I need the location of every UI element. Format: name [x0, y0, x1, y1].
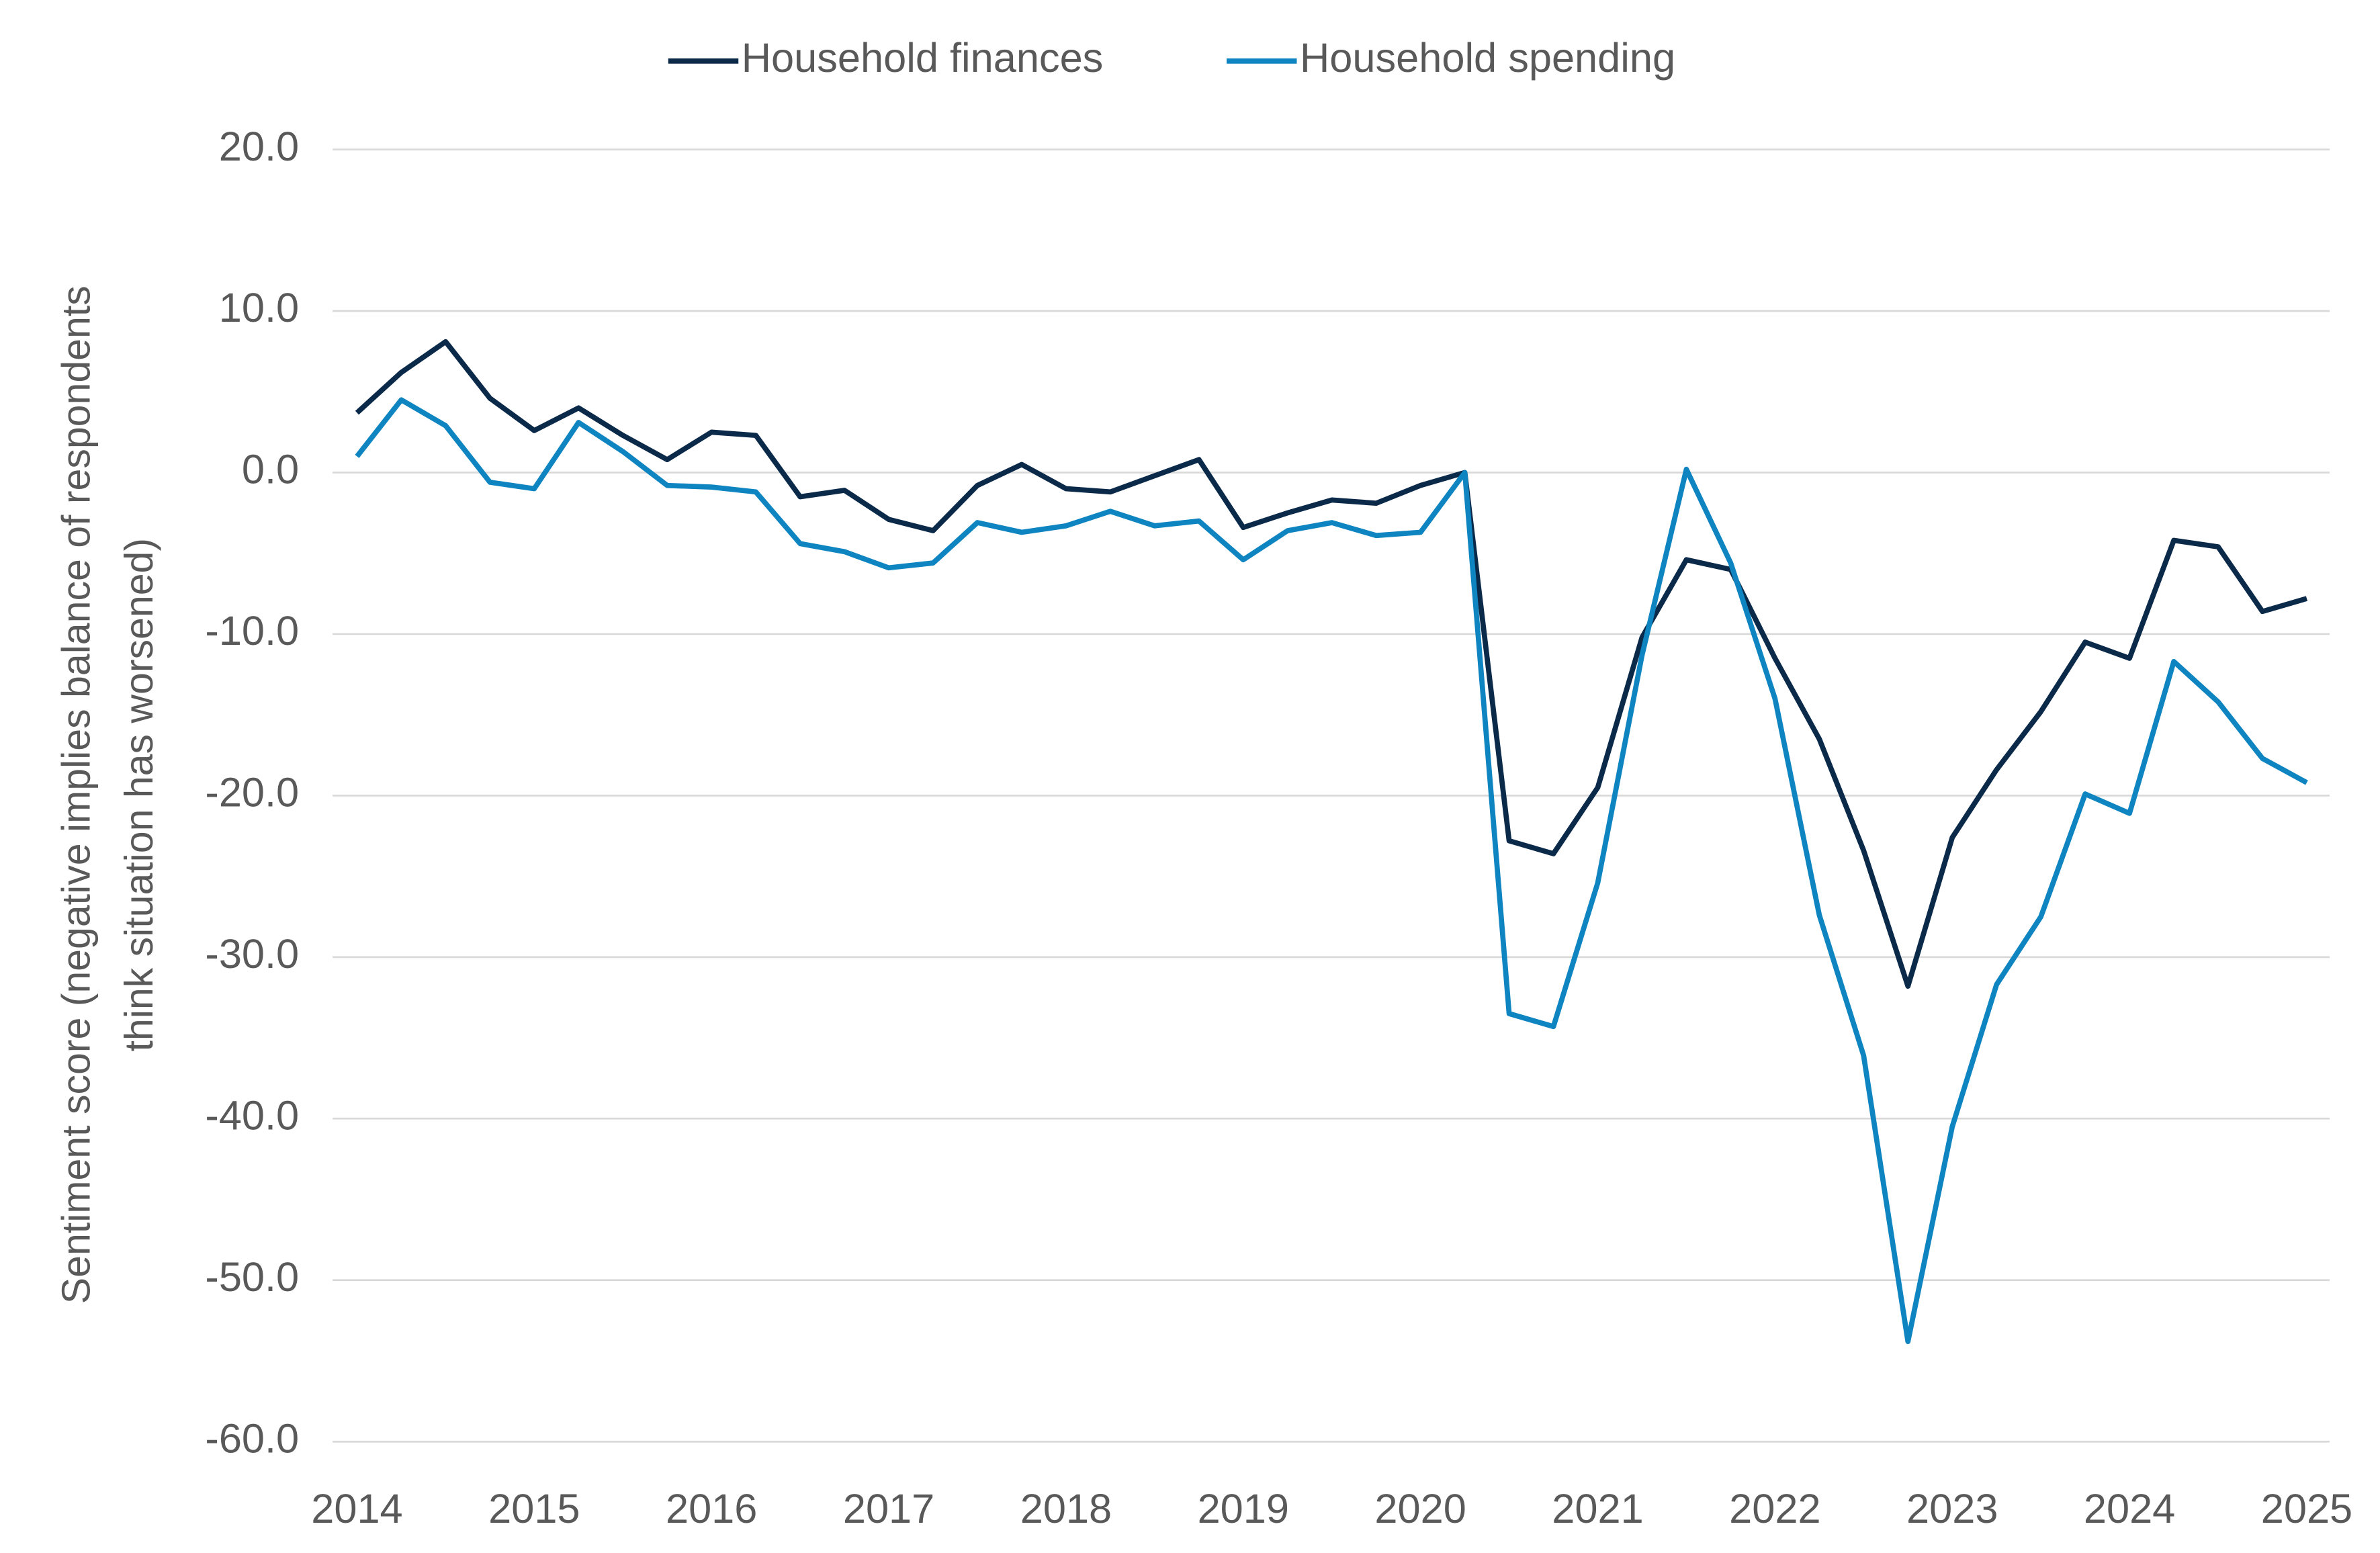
x-tick-label: 2025 — [2261, 1485, 2352, 1532]
x-tick-label: 2024 — [2084, 1485, 2175, 1532]
series-line — [355, 339, 2308, 989]
x-tick-label: 2019 — [1198, 1485, 1289, 1532]
x-tick-label: 2018 — [1020, 1485, 1112, 1532]
y-tick-label: 20.0 — [219, 123, 299, 169]
y-tick-label: -20.0 — [205, 769, 299, 815]
x-tick-label: 2021 — [1552, 1485, 1643, 1532]
y-tick-label: -60.0 — [205, 1415, 299, 1461]
x-tick-label: 2014 — [311, 1485, 402, 1532]
y-axis-label-line: Sentiment score (negative implies balanc… — [54, 285, 99, 1304]
y-tick-label: -40.0 — [205, 1092, 299, 1139]
y-tick-label: 0.0 — [242, 446, 299, 492]
y-tick-label: 10.0 — [219, 284, 299, 330]
legend-label: Household finances — [742, 34, 1104, 81]
y-axis-label: Sentiment score (negative implies balanc… — [54, 285, 161, 1304]
y-tick-label: -10.0 — [205, 607, 299, 654]
x-tick-label: 2015 — [488, 1485, 580, 1532]
y-axis-label-line: think situation has worsened) — [117, 538, 161, 1052]
series-line — [355, 397, 2308, 1344]
x-tick-label: 2020 — [1374, 1485, 1466, 1532]
legend-label: Household spending — [1300, 34, 1675, 81]
x-tick-label: 2016 — [666, 1485, 757, 1532]
y-tick-label: -30.0 — [205, 930, 299, 977]
x-tick-label: 2023 — [1906, 1485, 1998, 1532]
x-tick-label: 2017 — [843, 1485, 934, 1532]
x-tick-label: 2022 — [1729, 1485, 1820, 1532]
y-tick-label: -50.0 — [205, 1253, 299, 1300]
